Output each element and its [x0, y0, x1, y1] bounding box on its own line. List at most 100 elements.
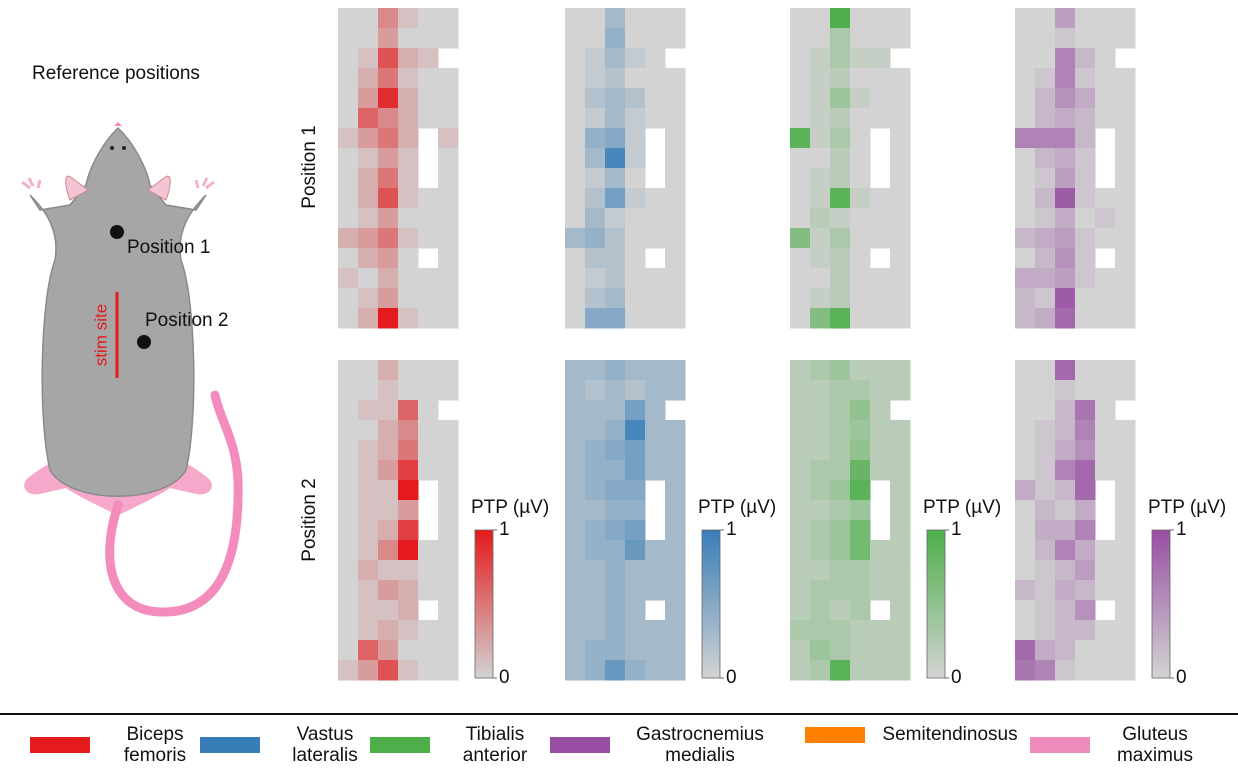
heat-cell [418, 88, 439, 109]
heat-cell [1115, 188, 1136, 209]
heat-cell [605, 580, 626, 601]
heat-cell [358, 168, 379, 189]
heat-cell [605, 48, 626, 69]
heat-cell [850, 580, 871, 601]
heat-cell [890, 460, 911, 481]
colorbar [475, 530, 493, 678]
heat-cell [585, 28, 606, 49]
heat-cell [890, 88, 911, 109]
heat-cell [1055, 600, 1076, 621]
heat-cell [645, 400, 666, 421]
heat-cell [1055, 148, 1076, 169]
heat-cell [438, 540, 459, 561]
heat-cell [585, 400, 606, 421]
heat-cell [378, 480, 399, 501]
heat-cell [378, 600, 399, 621]
heat-cell [1055, 108, 1076, 129]
heat-cell [850, 480, 871, 501]
heat-cell [438, 620, 459, 641]
heat-cell [1115, 480, 1136, 501]
heat-cell [1035, 600, 1056, 621]
heat-cell [850, 620, 871, 641]
heat-cell [830, 88, 851, 109]
heat-cell [1115, 88, 1136, 109]
heat-cell [398, 500, 419, 521]
heat-cell [358, 308, 379, 329]
reference-point: Position 1 [127, 237, 210, 258]
heat-cell [645, 88, 666, 109]
heat-cell [438, 640, 459, 661]
legend-label: Tibialis anterior [440, 724, 550, 766]
heat-cell [870, 460, 891, 481]
heat-cell [438, 168, 459, 189]
heat-cell [378, 640, 399, 661]
heat-cell [398, 400, 419, 421]
heat-cell [810, 360, 831, 381]
heat-cell [870, 640, 891, 661]
heat-cell [398, 108, 419, 129]
heat-cell [378, 560, 399, 581]
heat-cell [378, 248, 399, 269]
heat-cell [1115, 148, 1136, 169]
heat-cell [585, 108, 606, 129]
heat-cell [625, 308, 646, 329]
heat-cell [810, 480, 831, 501]
heat-cell [438, 208, 459, 229]
reference-point: Position 2 [145, 310, 228, 331]
heat-cell [358, 380, 379, 401]
heat-cell [850, 500, 871, 521]
heat-cell [358, 620, 379, 641]
heat-cell [830, 48, 851, 69]
heat-cell [890, 208, 911, 229]
heat-cell [418, 560, 439, 581]
heat-cell [418, 620, 439, 641]
heat-cell [1075, 380, 1096, 401]
heat-cell [1095, 188, 1116, 209]
heat-cell [1015, 460, 1036, 481]
heat-cell [665, 8, 686, 29]
heat-cell [398, 148, 419, 169]
heat-cell [1035, 108, 1056, 129]
heat-cell [870, 188, 891, 209]
heat-cell [870, 268, 891, 289]
heat-cell [585, 48, 606, 69]
heat-cell [1015, 208, 1036, 229]
heat-cell [605, 88, 626, 109]
heat-cell [418, 48, 439, 69]
heat-cell [1075, 248, 1096, 269]
heat-cell [850, 48, 871, 69]
heat-cell [438, 28, 459, 49]
heat-cell [398, 600, 419, 621]
heat-cell [790, 188, 811, 209]
legend-item: Tibialis anterior [370, 724, 550, 766]
heat-cell [1115, 28, 1136, 49]
legend-swatch [370, 737, 430, 753]
heat-cell [1035, 520, 1056, 541]
heat-cell [605, 380, 626, 401]
heat-cell [810, 460, 831, 481]
heat-cell [418, 68, 439, 89]
heat-cell [1115, 660, 1136, 681]
heat-cell [1115, 600, 1136, 621]
heat-cell [1075, 8, 1096, 29]
heat-cell [890, 560, 911, 581]
heat-cell [1075, 560, 1096, 581]
heat-cell [1075, 28, 1096, 49]
heat-cell [565, 188, 586, 209]
heat-cell [378, 48, 399, 69]
heat-cell [790, 440, 811, 461]
heat-cell [418, 308, 439, 329]
heat-cell [605, 660, 626, 681]
heat-cell [1095, 228, 1116, 249]
heat-cell [665, 640, 686, 661]
heat-cell [1115, 168, 1136, 189]
heat-cell [1095, 88, 1116, 109]
heat-cell [1055, 288, 1076, 309]
heat-cell [378, 460, 399, 481]
heat-cell [378, 308, 399, 329]
heat-cell [1035, 8, 1056, 29]
heat-cell [645, 660, 666, 681]
heat-cell [1075, 480, 1096, 501]
heat-cell [565, 148, 586, 169]
heat-cell [358, 208, 379, 229]
